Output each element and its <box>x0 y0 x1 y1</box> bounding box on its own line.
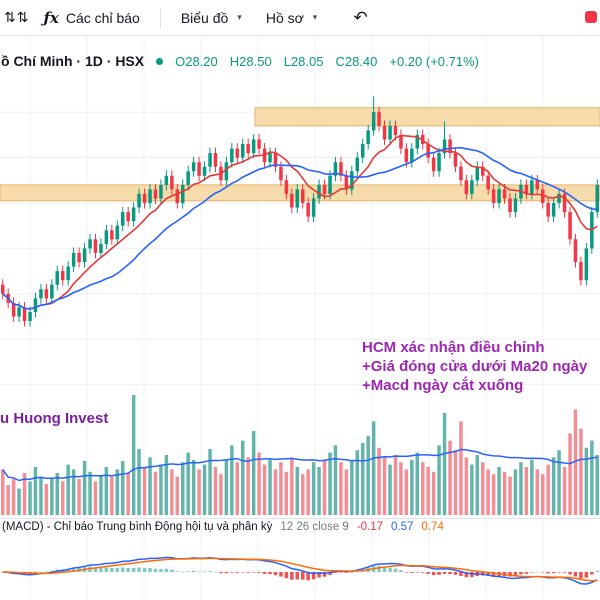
chevron-down-icon: ▾ <box>312 12 318 22</box>
note-line-1: HCM xác nhận điều chỉnh <box>362 339 545 356</box>
note-line-3: +Macd ngày cắt xuống <box>362 377 524 394</box>
watermark-text: u Huong Invest <box>0 410 109 427</box>
market-status-icon <box>156 57 164 65</box>
symbol-legend: ồ Chí Minh · 1D · HSX O28.20 H28.50 L28.… <box>1 53 479 69</box>
macd-line-value: 0.57 <box>391 521 414 533</box>
chart-template-button[interactable]: Biểu đồ ▾ <box>171 5 252 31</box>
chevron-down-icon: ▾ <box>237 12 242 22</box>
undo-button[interactable]: ↶ <box>345 4 375 32</box>
open-value: O28.20 <box>175 53 218 69</box>
high-value: H28.50 <box>229 53 272 69</box>
indicators-button[interactable]: ƒx Các chỉ báo <box>33 4 149 32</box>
volume-layer <box>1 395 599 515</box>
top-toolbar: ⇅⇅ ƒx Các chỉ báo Biểu đồ ▾ Hồ sơ ▾ ↶ <box>0 0 600 36</box>
chart-canvas[interactable] <box>0 35 600 600</box>
macd-legend: (MACD) - Chỉ báo Trung bình Động hội tụ … <box>2 521 444 533</box>
moving-averages-layer <box>2 134 598 310</box>
annotation-note[interactable]: HCM xác nhận điều chỉnh +Giá đóng cửa dư… <box>362 338 587 395</box>
toolbar-separator <box>159 7 161 28</box>
candles-layer <box>1 96 599 327</box>
fx-icon: ƒx <box>43 8 59 27</box>
profile-menu-button[interactable]: Hồ sơ ▾ <box>256 5 328 31</box>
low-value: L28.05 <box>283 53 324 69</box>
macd-hist-value: -0.17 <box>356 521 384 533</box>
change-value: +0.20 (+0.71%) <box>389 53 479 69</box>
alert-badge-icon[interactable] <box>585 11 597 23</box>
macd-signal-value: 0.74 <box>421 521 444 533</box>
close-value: C28.40 <box>335 53 378 69</box>
price-zones[interactable] <box>0 107 600 202</box>
chart-template-label: Biểu đồ <box>180 9 229 26</box>
macd-layer <box>0 556 600 585</box>
macd-title[interactable]: (MACD) - Chỉ báo Trung bình Động hội tụ … <box>2 521 273 533</box>
macd-params: 12 26 close 9 <box>280 521 349 533</box>
profile-menu-label: Hồ sơ <box>265 9 304 26</box>
indicators-label: Các chỉ báo <box>65 9 140 26</box>
compare-arrows-icon[interactable]: ⇅⇅ <box>4 9 30 25</box>
symbol-title[interactable]: ồ Chí Minh · 1D · HSX <box>1 53 145 69</box>
note-line-2: +Giá đóng cửa dưới Ma20 ngày <box>362 358 588 375</box>
